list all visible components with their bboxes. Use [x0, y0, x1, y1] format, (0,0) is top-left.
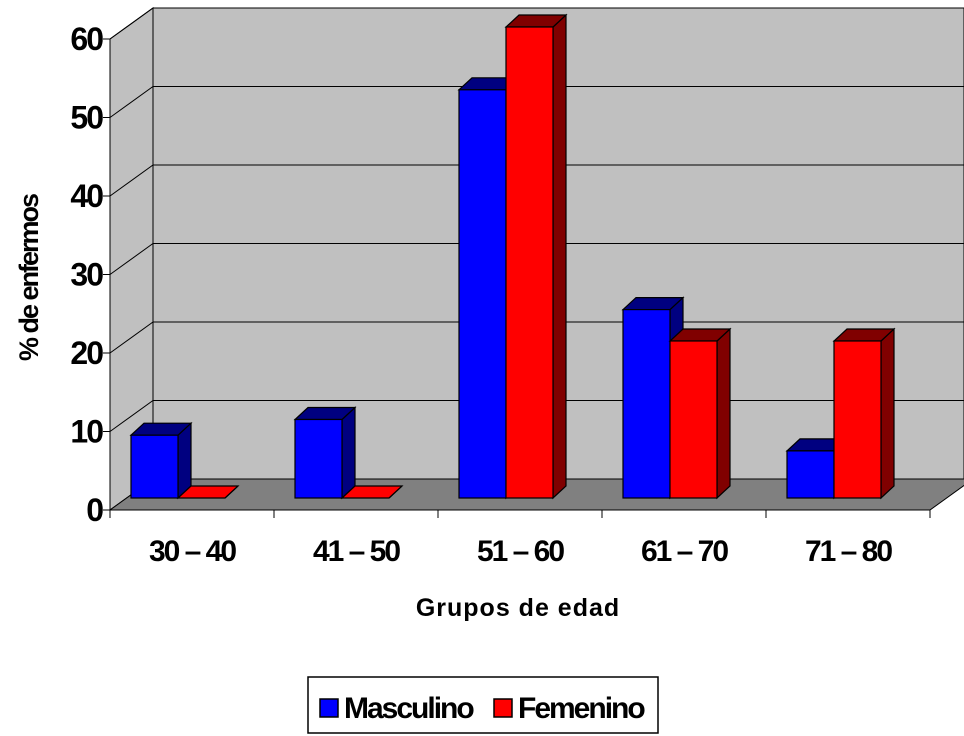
bar-front: [786, 450, 835, 499]
bar-side: [552, 13, 567, 500]
y-tick-label: 50: [70, 100, 103, 136]
bar-femenino-3: [504, 13, 568, 500]
bar-front: [669, 340, 718, 499]
bar-femenino-2: [340, 485, 404, 499]
bar-side: [880, 327, 895, 500]
bar-front: [833, 340, 882, 499]
x-tick-label: 41 – 50: [313, 535, 400, 568]
x-tick-label: 51 – 60: [477, 535, 564, 568]
x-tick-labels: 30 – 40 41 – 50 51 – 60 61 – 70 71 – 80: [149, 535, 894, 568]
y-axis-title: % de enfermos: [14, 194, 44, 361]
y-tick-label: 30: [70, 257, 103, 293]
bar-side: [716, 327, 731, 500]
bar-front: [622, 309, 671, 499]
legend-swatch-femenino: [493, 698, 513, 718]
gridline: [109, 243, 964, 275]
gridline: [109, 164, 964, 197]
bar-side: [177, 421, 192, 500]
bar-masculino-1: [129, 421, 193, 500]
y-tick-labels: 0 10 20 30 40 50 60: [70, 21, 105, 528]
y-tick-label: 10: [70, 414, 103, 450]
legend-box: [307, 676, 659, 734]
bars: [129, 13, 896, 500]
y-tick-label: 20: [70, 335, 103, 371]
x-tick-label: 61 – 70: [641, 535, 728, 568]
bar-femenino-1: [176, 485, 240, 499]
bar-masculino-2: [293, 406, 357, 500]
bar-front: [458, 89, 507, 499]
y-tick-label: 60: [70, 21, 103, 57]
bar-top: [176, 485, 240, 499]
x-tick-label: 30 – 40: [149, 535, 236, 568]
bar-front: [505, 26, 554, 499]
bar-front: [294, 418, 343, 499]
x-axis-title: Grupos de edad: [416, 594, 620, 622]
bar-femenino-5: [832, 327, 896, 500]
bar-top: [340, 485, 404, 499]
gridlines: [109, 7, 964, 432]
legend-label-femenino: Femenino: [518, 692, 645, 725]
legend-swatch-masculino: [319, 698, 339, 718]
gridline: [109, 321, 964, 354]
y-tick-label: 0: [86, 492, 103, 528]
bar-side: [341, 406, 356, 500]
axes: [103, 38, 931, 518]
legend-label-masculino: Masculino: [344, 692, 474, 725]
legend: Masculino Femenino: [307, 676, 659, 734]
bar-femenino-4: [668, 327, 732, 500]
x-tick-label: 71 – 80: [805, 535, 892, 568]
gridline: [109, 86, 964, 118]
bar-front: [130, 434, 179, 499]
gridline: [109, 7, 964, 40]
y-tick-label: 40: [70, 178, 103, 214]
